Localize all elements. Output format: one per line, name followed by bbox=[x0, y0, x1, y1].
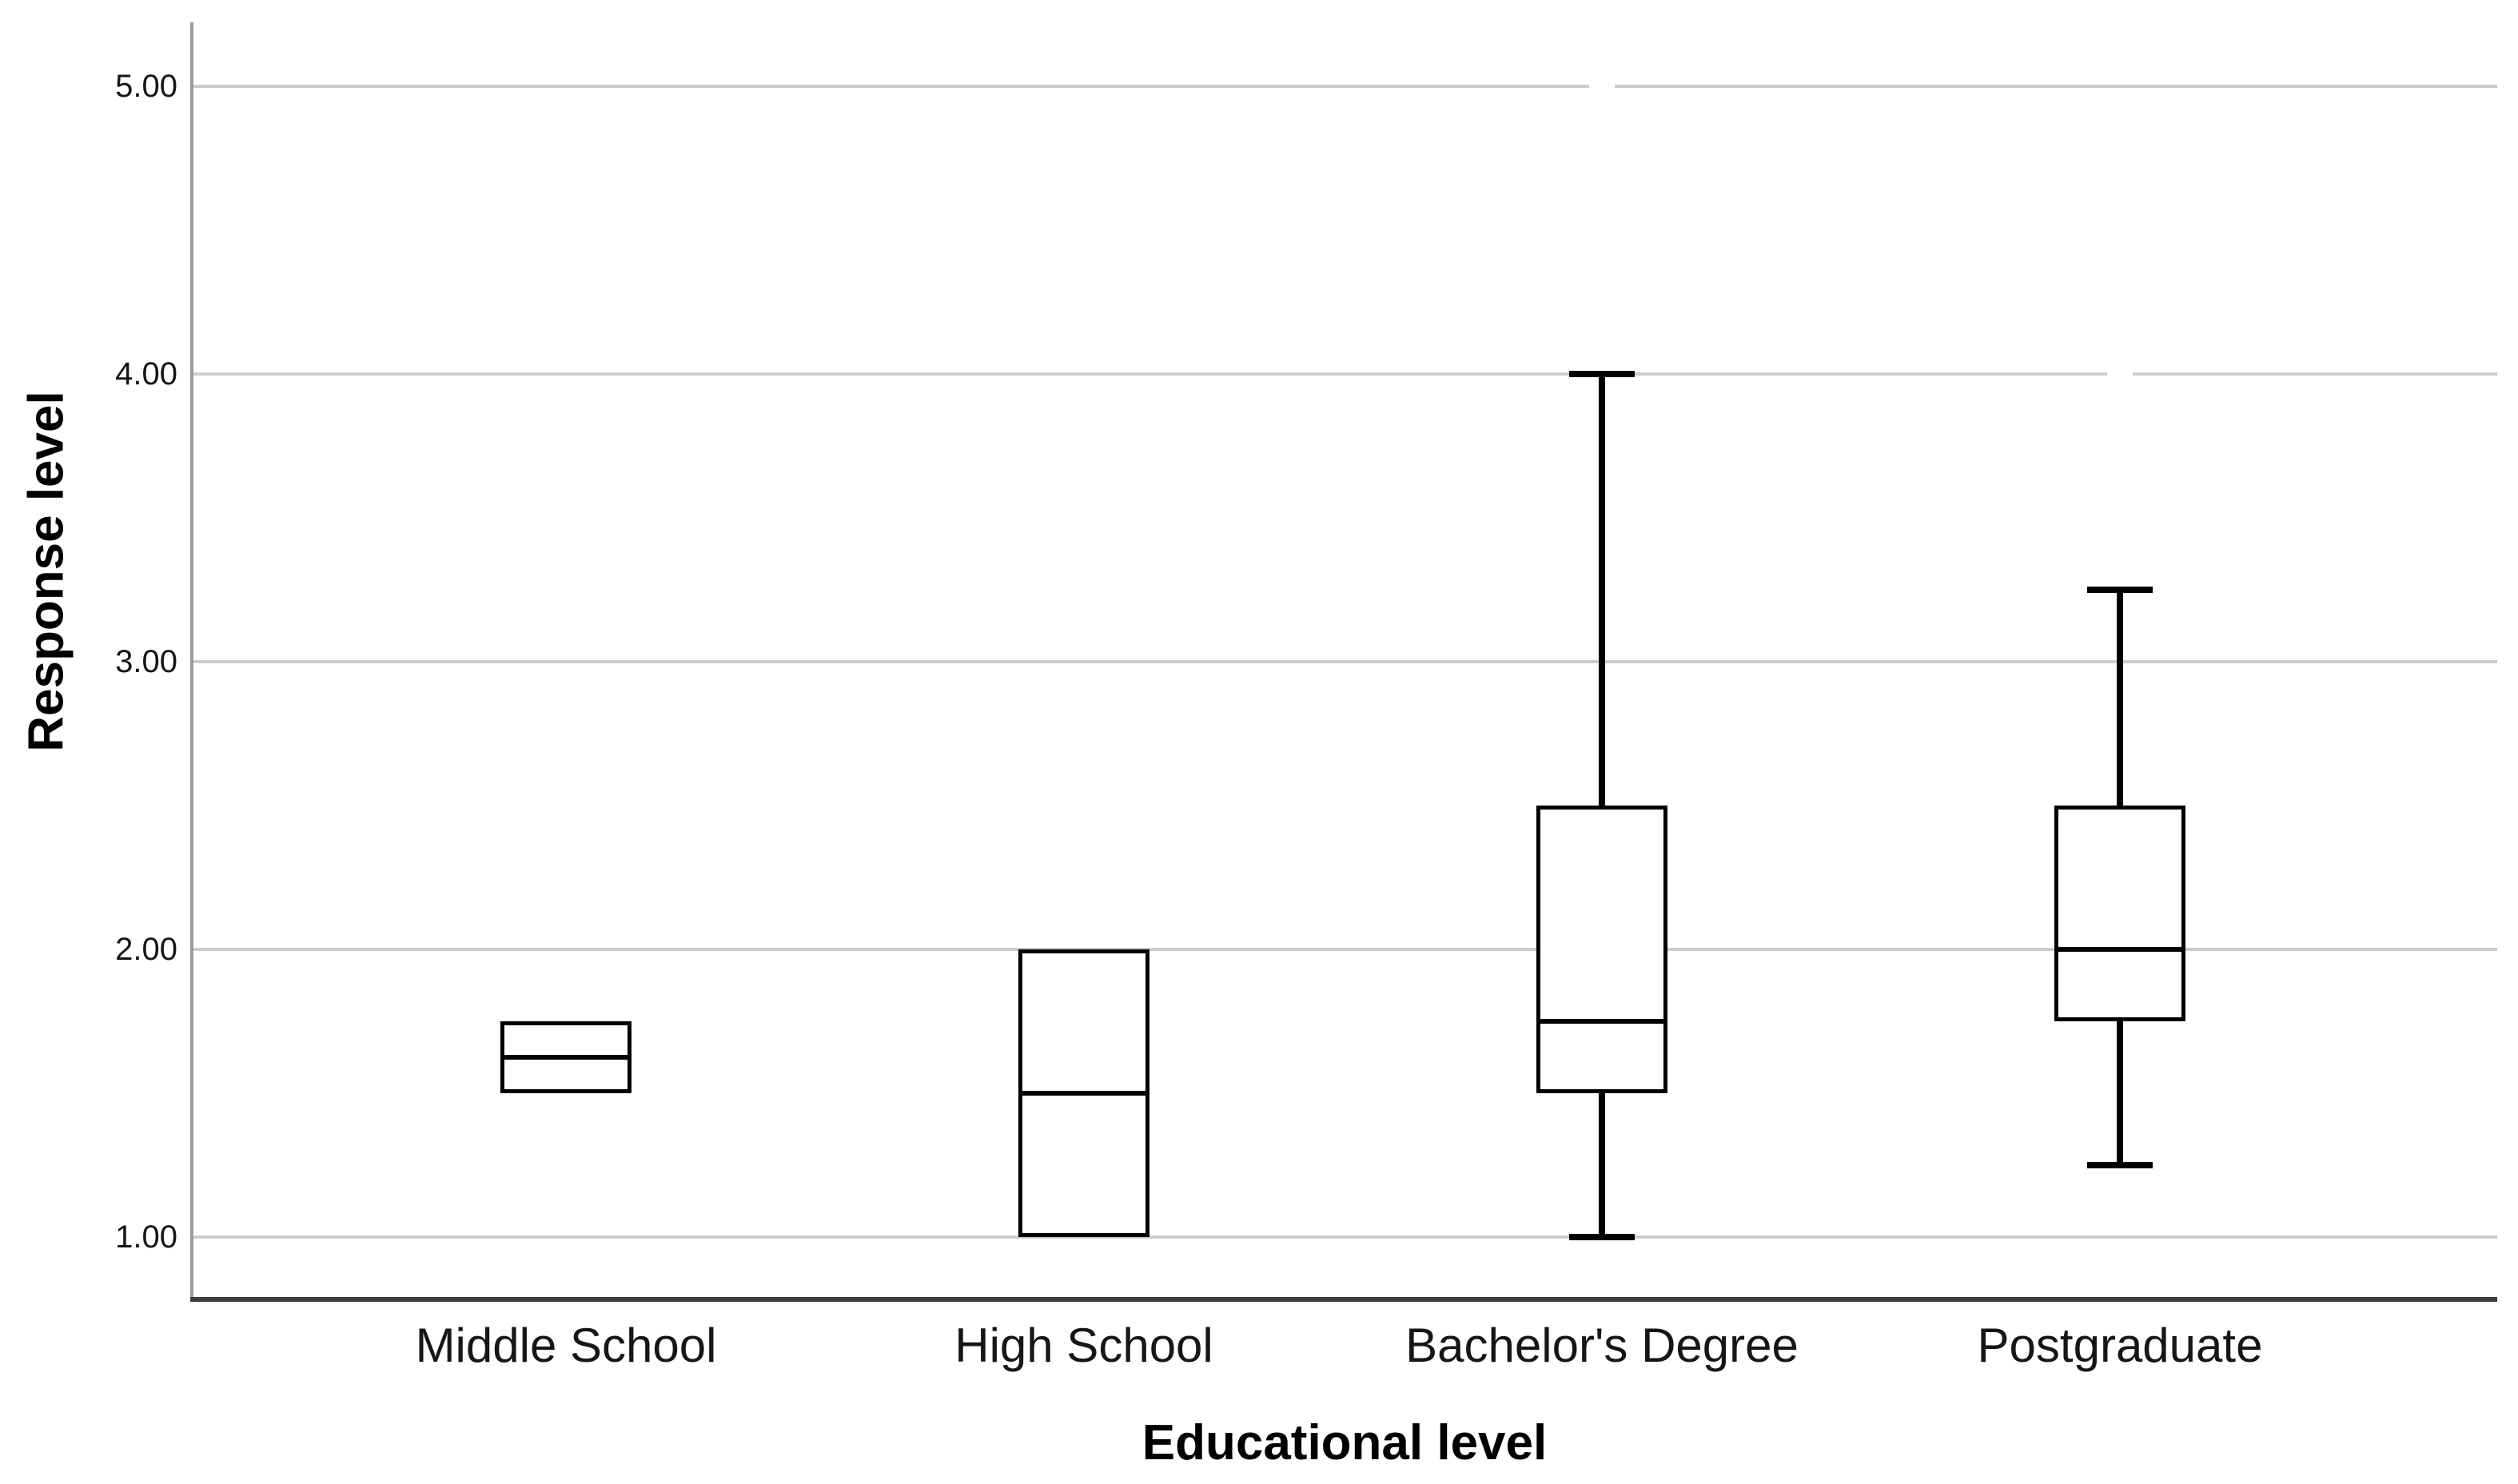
median-line bbox=[1018, 1091, 1149, 1096]
y-axis-line bbox=[190, 22, 193, 1297]
median-line bbox=[500, 1055, 631, 1060]
y-tick-label: 3.00 bbox=[115, 644, 177, 679]
x-category-label: Middle School bbox=[415, 1319, 717, 1372]
whisker-stem bbox=[1599, 1093, 1605, 1237]
whisker-cap bbox=[2087, 587, 2153, 593]
median-line bbox=[2054, 947, 2185, 952]
whisker-cap bbox=[1569, 1234, 1635, 1240]
gridline bbox=[190, 1235, 2497, 1239]
x-category-label: High School bbox=[954, 1319, 1213, 1372]
whisker-stem bbox=[2117, 590, 2123, 806]
whisker-cap bbox=[2087, 1162, 2153, 1168]
gridline bbox=[1615, 85, 2497, 88]
y-tick-label: 2.00 bbox=[115, 932, 177, 967]
gridline bbox=[2133, 372, 2497, 376]
y-tick-label: 5.00 bbox=[115, 69, 177, 104]
x-axis-title: Educational level bbox=[1141, 1415, 1548, 1470]
x-axis-line bbox=[190, 1297, 2497, 1302]
box bbox=[1536, 806, 1667, 1093]
y-tick-label: 4.00 bbox=[115, 356, 177, 392]
median-line bbox=[1536, 1019, 1667, 1024]
y-tick-label: 1.00 bbox=[115, 1219, 177, 1255]
x-category-label: Bachelor's Degree bbox=[1405, 1319, 1799, 1372]
gridline bbox=[190, 85, 1589, 88]
gridline bbox=[190, 948, 2497, 951]
gridline bbox=[190, 660, 2497, 663]
x-category-label: Postgraduate bbox=[1977, 1319, 2263, 1372]
whisker-stem bbox=[2117, 1021, 2123, 1165]
box bbox=[2054, 806, 2185, 1021]
whisker-stem bbox=[1599, 374, 1605, 806]
whisker-cap bbox=[1569, 371, 1635, 377]
gridline bbox=[190, 372, 2107, 376]
